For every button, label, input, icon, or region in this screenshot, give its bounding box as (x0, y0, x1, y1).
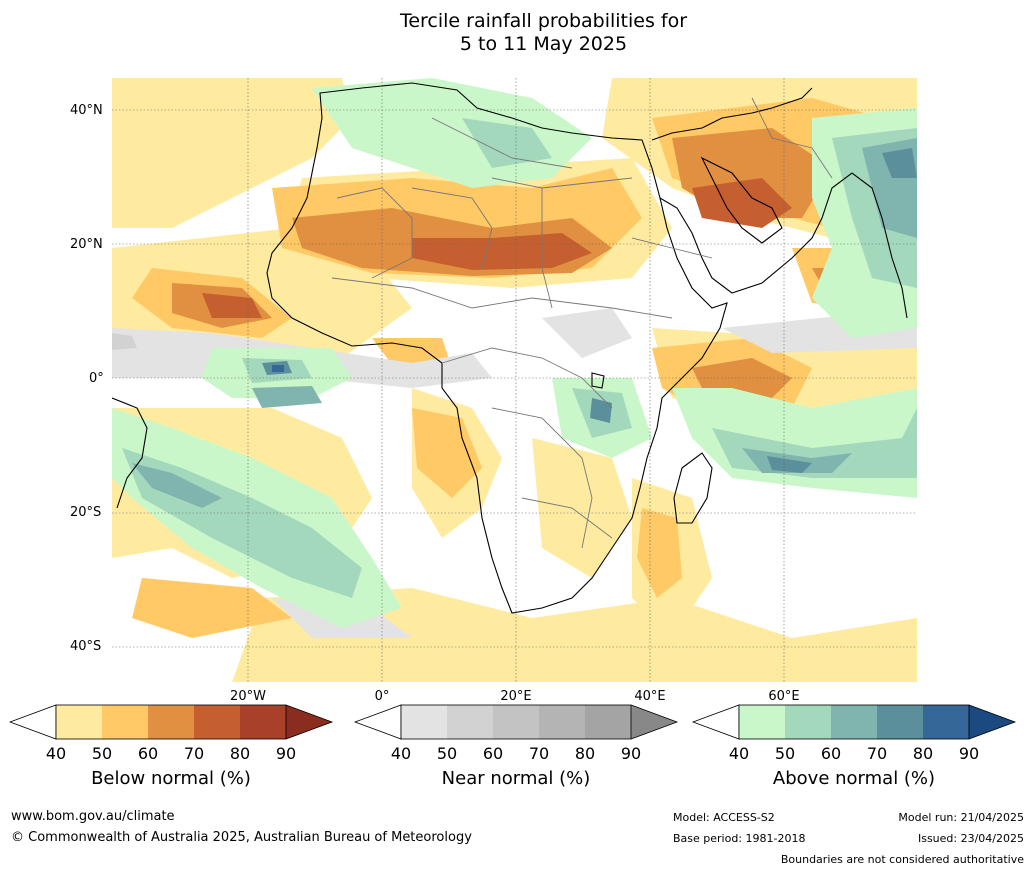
below-tick-90: 90 (275, 744, 297, 763)
near-swatch-90 (585, 705, 631, 739)
near-swatch-60 (447, 705, 493, 739)
lon-label-0: 0° (374, 689, 390, 704)
near-tick-50: 50 (436, 744, 458, 763)
rainfall-probability-map (112, 78, 917, 682)
above-normal-label: Above normal (%) (772, 768, 936, 789)
lon-label-60e: 60°E (768, 689, 800, 704)
above-swatch-80 (877, 705, 923, 739)
below-swatch-max (286, 705, 332, 739)
below-normal-label: Below normal (%) (91, 768, 251, 789)
near-tick-80: 80 (574, 744, 596, 763)
country-borders (331, 97, 833, 549)
colorbar-near-normal (353, 704, 679, 740)
above-normal-areas (112, 78, 917, 628)
website-link[interactable]: www.bom.gov.au/climate (11, 809, 175, 824)
lat-label-0: 0° (89, 371, 104, 386)
above-swatch-60 (785, 705, 831, 739)
chart-title: Tercile rainfall probabilities for 5 to … (0, 10, 1035, 56)
boundaries-disclaimer: Boundaries are not considered authoritat… (780, 853, 1024, 866)
colorbar-above-swatches (691, 704, 1017, 740)
above-swatch-max (969, 705, 1015, 739)
above-tick-80: 80 (912, 744, 934, 763)
lat-label-40s: 40°S (70, 639, 102, 654)
issued-date: Issued: 23/04/2025 (917, 832, 1024, 845)
near-normal-label: Near normal (%) (441, 768, 591, 789)
below-swatch-70 (148, 705, 194, 739)
below-normal-darkest-areas (202, 178, 792, 318)
above-tick-70: 70 (866, 744, 888, 763)
below-tick-60: 60 (137, 744, 159, 763)
lon-label-40e: 40°E (634, 689, 666, 704)
lat-label-40n: 40°N (70, 103, 103, 118)
near-tick-90: 90 (620, 744, 642, 763)
near-swatch-70 (493, 705, 539, 739)
above-swatch-90 (923, 705, 969, 739)
model-name: Model: ACCESS-S2 (673, 811, 775, 824)
below-swatch-50 (56, 705, 102, 739)
below-swatch-90 (240, 705, 286, 739)
graticule (112, 78, 917, 682)
map-canvas (112, 78, 917, 682)
above-tick-90: 90 (958, 744, 980, 763)
lon-label-20e: 20°E (500, 689, 532, 704)
near-swatch-80 (539, 705, 585, 739)
below-tick-70: 70 (183, 744, 205, 763)
colorbar-below-normal (8, 704, 334, 740)
above-tick-50: 50 (774, 744, 796, 763)
below-tick-80: 80 (229, 744, 251, 763)
near-swatch-50 (401, 705, 447, 739)
near-tick-40: 40 (390, 744, 412, 763)
below-tick-50: 50 (91, 744, 113, 763)
near-tick-70: 70 (528, 744, 550, 763)
copyright-text: © Commonwealth of Australia 2025, Austra… (11, 830, 472, 845)
model-run-date: Model run: 21/04/2025 (898, 811, 1024, 824)
near-swatch-max (631, 705, 677, 739)
lat-label-20s: 20°S (70, 505, 102, 520)
title-line-2: 5 to 11 May 2025 (459, 33, 628, 55)
colorbar-below-swatches (8, 704, 334, 740)
lon-label-20w: 20°W (230, 689, 266, 704)
below-swatch-80 (194, 705, 240, 739)
title-line-1: Tercile rainfall probabilities for (399, 10, 688, 32)
colorbar-near-swatches (353, 704, 679, 740)
below-tick-40: 40 (45, 744, 67, 763)
above-tick-60: 60 (820, 744, 842, 763)
above-tick-40: 40 (728, 744, 750, 763)
near-tick-60: 60 (482, 744, 504, 763)
above-swatch-50 (739, 705, 785, 739)
lat-label-20n: 20°N (70, 237, 103, 252)
below-swatch-60 (102, 705, 148, 739)
coastlines (112, 82, 908, 614)
above-swatch-70 (831, 705, 877, 739)
colorbar-above-normal (691, 704, 1017, 740)
base-period: Base period: 1981-2018 (673, 832, 806, 845)
